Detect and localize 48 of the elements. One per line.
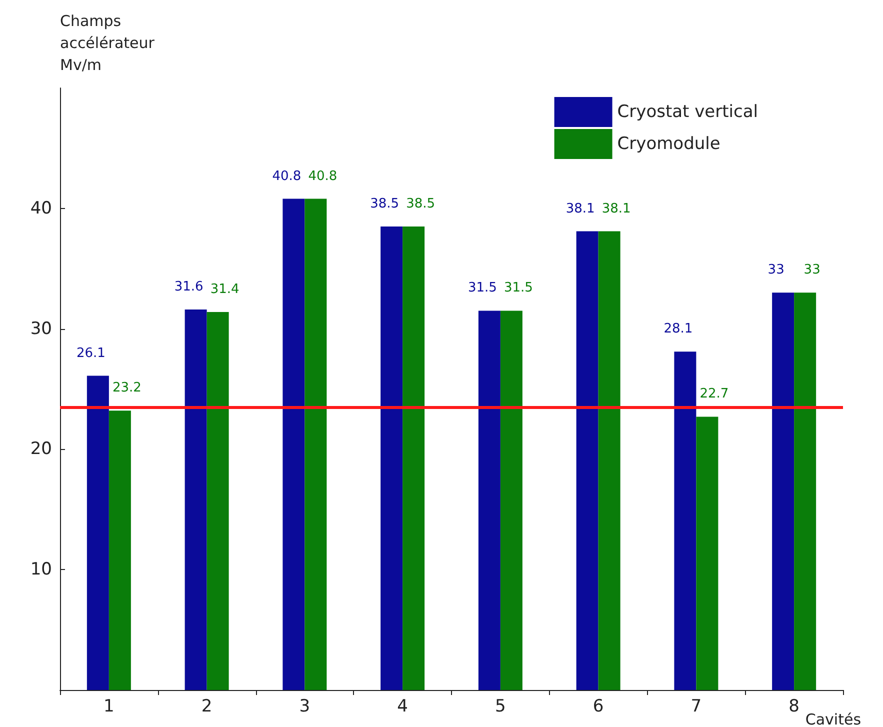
y-axis-title: Champs accélérateur Mv/m [60,12,156,74]
legend-label: Cryomodule [617,134,720,154]
data-label: 33 [768,262,784,278]
bar [478,310,500,690]
x-tick-label: 4 [397,696,408,716]
data-label: 31.4 [210,282,240,297]
data-label: 28.1 [664,322,693,337]
x-tick-label: 2 [201,696,212,716]
y-tick-label: 30 [30,318,52,339]
bar [598,231,620,690]
bar [184,310,207,690]
bar [304,198,327,690]
bar [86,376,109,690]
bar [282,198,305,690]
data-label: 26.1 [76,346,106,361]
bar [576,231,598,690]
data-label: 38.5 [370,196,400,212]
data-label: 23.2 [112,380,142,396]
x-axis-title: Cavités [805,710,862,727]
data-label: 33 [804,262,820,278]
data-label: 31.5 [504,280,533,296]
bar [402,226,425,690]
x-tick-label: 8 [788,696,800,716]
data-label: 40.8 [308,168,338,184]
y-tick-label: 20 [30,439,52,460]
data-label: 38.5 [406,196,436,212]
data-label: 38.1 [602,201,631,216]
x-tick-label: 5 [495,696,506,716]
bar [500,310,522,690]
bar [674,352,696,690]
y-tick-label: 40 [30,198,52,218]
bar [380,226,403,690]
data-label: 40.8 [272,168,302,184]
legend-label: Cryostat vertical [617,102,758,122]
bar [772,292,794,690]
data-label: 31.6 [174,280,204,295]
x-tick-label: 7 [690,696,702,716]
y-tick-label: 10 [30,560,52,580]
bar [206,312,229,690]
x-tick-label: 6 [592,696,604,716]
bar [794,292,816,690]
data-label: 22.7 [700,386,729,402]
data-label: 31.5 [468,280,497,296]
bar [696,416,718,690]
x-tick-label: 1 [104,696,114,716]
x-tick-label: 3 [299,696,310,716]
bar [108,410,131,690]
data-label: 38.1 [566,201,595,216]
